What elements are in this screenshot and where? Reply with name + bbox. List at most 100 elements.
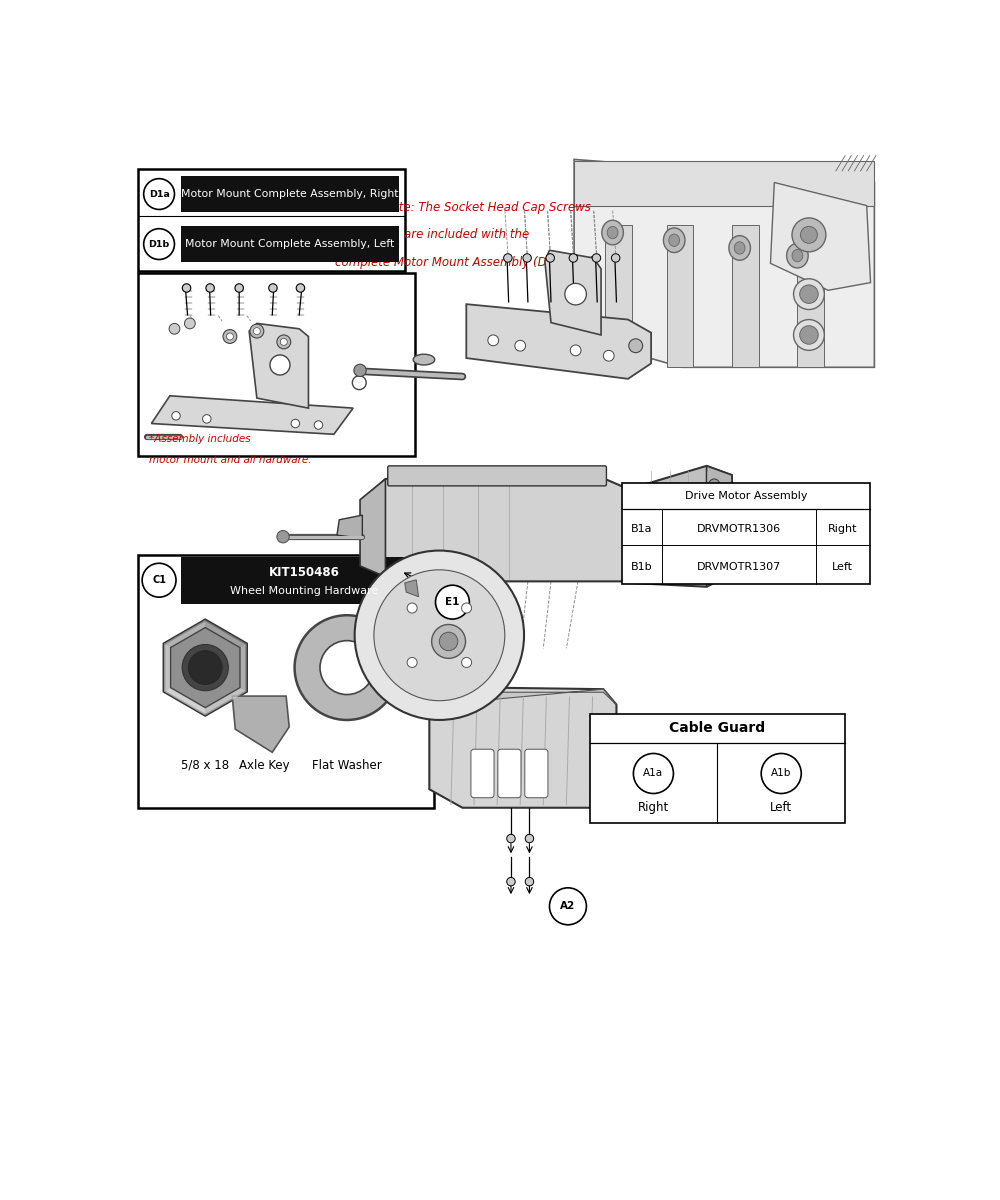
- FancyBboxPatch shape: [574, 161, 874, 205]
- Ellipse shape: [663, 228, 685, 252]
- Circle shape: [407, 658, 417, 667]
- Polygon shape: [171, 628, 240, 708]
- Circle shape: [603, 350, 614, 361]
- FancyBboxPatch shape: [605, 224, 632, 367]
- Text: Motor Mount Complete Assembly, Left: Motor Mount Complete Assembly, Left: [185, 239, 394, 250]
- Circle shape: [611, 253, 620, 262]
- Circle shape: [226, 334, 233, 340]
- Ellipse shape: [413, 354, 435, 365]
- FancyBboxPatch shape: [590, 714, 845, 823]
- Circle shape: [235, 283, 243, 293]
- Polygon shape: [164, 667, 205, 715]
- Circle shape: [462, 604, 472, 613]
- Circle shape: [794, 278, 824, 310]
- Polygon shape: [164, 620, 205, 667]
- Polygon shape: [205, 620, 247, 667]
- Circle shape: [142, 563, 176, 598]
- Text: A1b: A1b: [771, 768, 791, 779]
- Circle shape: [633, 487, 718, 571]
- Text: motor mount and all hardware.: motor mount and all hardware.: [149, 455, 312, 466]
- FancyBboxPatch shape: [138, 272, 415, 456]
- Circle shape: [144, 229, 174, 259]
- Polygon shape: [205, 667, 247, 715]
- Circle shape: [549, 888, 586, 925]
- Circle shape: [253, 328, 260, 335]
- FancyBboxPatch shape: [181, 176, 399, 211]
- Circle shape: [296, 283, 305, 293]
- Circle shape: [169, 324, 180, 334]
- FancyBboxPatch shape: [498, 749, 521, 798]
- Circle shape: [184, 318, 195, 329]
- Text: B1b: B1b: [631, 562, 653, 572]
- Polygon shape: [249, 324, 308, 408]
- Ellipse shape: [729, 235, 750, 260]
- Circle shape: [515, 341, 526, 352]
- Text: C1: C1: [152, 575, 166, 586]
- Circle shape: [280, 338, 287, 346]
- Ellipse shape: [792, 250, 803, 262]
- Circle shape: [525, 877, 534, 886]
- Polygon shape: [707, 466, 732, 587]
- Circle shape: [206, 283, 214, 293]
- Circle shape: [374, 570, 505, 701]
- Circle shape: [546, 253, 554, 262]
- FancyBboxPatch shape: [666, 224, 693, 367]
- Circle shape: [794, 319, 824, 350]
- Polygon shape: [574, 160, 874, 367]
- Circle shape: [792, 218, 826, 252]
- Circle shape: [277, 335, 291, 349]
- Circle shape: [269, 283, 277, 293]
- Text: Motor Mount Complete Assembly, Right: Motor Mount Complete Assembly, Right: [181, 190, 398, 199]
- Circle shape: [182, 644, 228, 691]
- Text: Please note: The Socket Head Cap Screws: Please note: The Socket Head Cap Screws: [342, 200, 591, 214]
- Circle shape: [565, 283, 586, 305]
- Circle shape: [182, 283, 191, 293]
- Text: Drive Motor Assembly: Drive Motor Assembly: [685, 491, 807, 500]
- Polygon shape: [164, 620, 247, 715]
- Circle shape: [504, 253, 512, 262]
- Ellipse shape: [669, 234, 680, 246]
- Circle shape: [592, 253, 601, 262]
- Text: Left: Left: [832, 562, 853, 572]
- Polygon shape: [151, 396, 353, 434]
- Text: DRVMOTR1306: DRVMOTR1306: [697, 524, 781, 534]
- Circle shape: [649, 502, 703, 556]
- Ellipse shape: [607, 227, 618, 239]
- Circle shape: [436, 586, 469, 619]
- FancyBboxPatch shape: [388, 466, 606, 486]
- Polygon shape: [232, 696, 289, 752]
- FancyBboxPatch shape: [181, 558, 428, 604]
- Polygon shape: [362, 479, 632, 581]
- Text: D1a: D1a: [149, 190, 170, 198]
- Circle shape: [761, 754, 801, 793]
- Polygon shape: [405, 580, 419, 596]
- FancyBboxPatch shape: [138, 556, 434, 808]
- Text: 5/8 x 18: 5/8 x 18: [181, 758, 229, 772]
- Circle shape: [432, 624, 466, 659]
- Polygon shape: [360, 479, 385, 577]
- Circle shape: [291, 419, 300, 427]
- FancyBboxPatch shape: [622, 482, 870, 584]
- Circle shape: [525, 834, 534, 842]
- Ellipse shape: [602, 221, 623, 245]
- Circle shape: [507, 877, 515, 886]
- Circle shape: [270, 355, 290, 374]
- FancyBboxPatch shape: [525, 749, 548, 798]
- Polygon shape: [545, 251, 601, 335]
- Circle shape: [250, 324, 264, 338]
- FancyBboxPatch shape: [138, 169, 405, 271]
- Circle shape: [203, 415, 211, 424]
- Text: Left: Left: [770, 802, 792, 815]
- Ellipse shape: [787, 244, 808, 268]
- Circle shape: [144, 179, 174, 210]
- Circle shape: [800, 227, 817, 244]
- Circle shape: [507, 834, 515, 842]
- Circle shape: [713, 556, 724, 566]
- Text: E1: E1: [445, 598, 460, 607]
- Circle shape: [488, 335, 499, 346]
- Circle shape: [188, 650, 222, 684]
- Text: complete Motor Mount Assembly (D1a/D1b).: complete Motor Mount Assembly (D1a/D1b).: [335, 256, 598, 269]
- Ellipse shape: [734, 241, 745, 254]
- Circle shape: [709, 479, 720, 490]
- Text: Wheel Mounting Hardware: Wheel Mounting Hardware: [230, 587, 378, 596]
